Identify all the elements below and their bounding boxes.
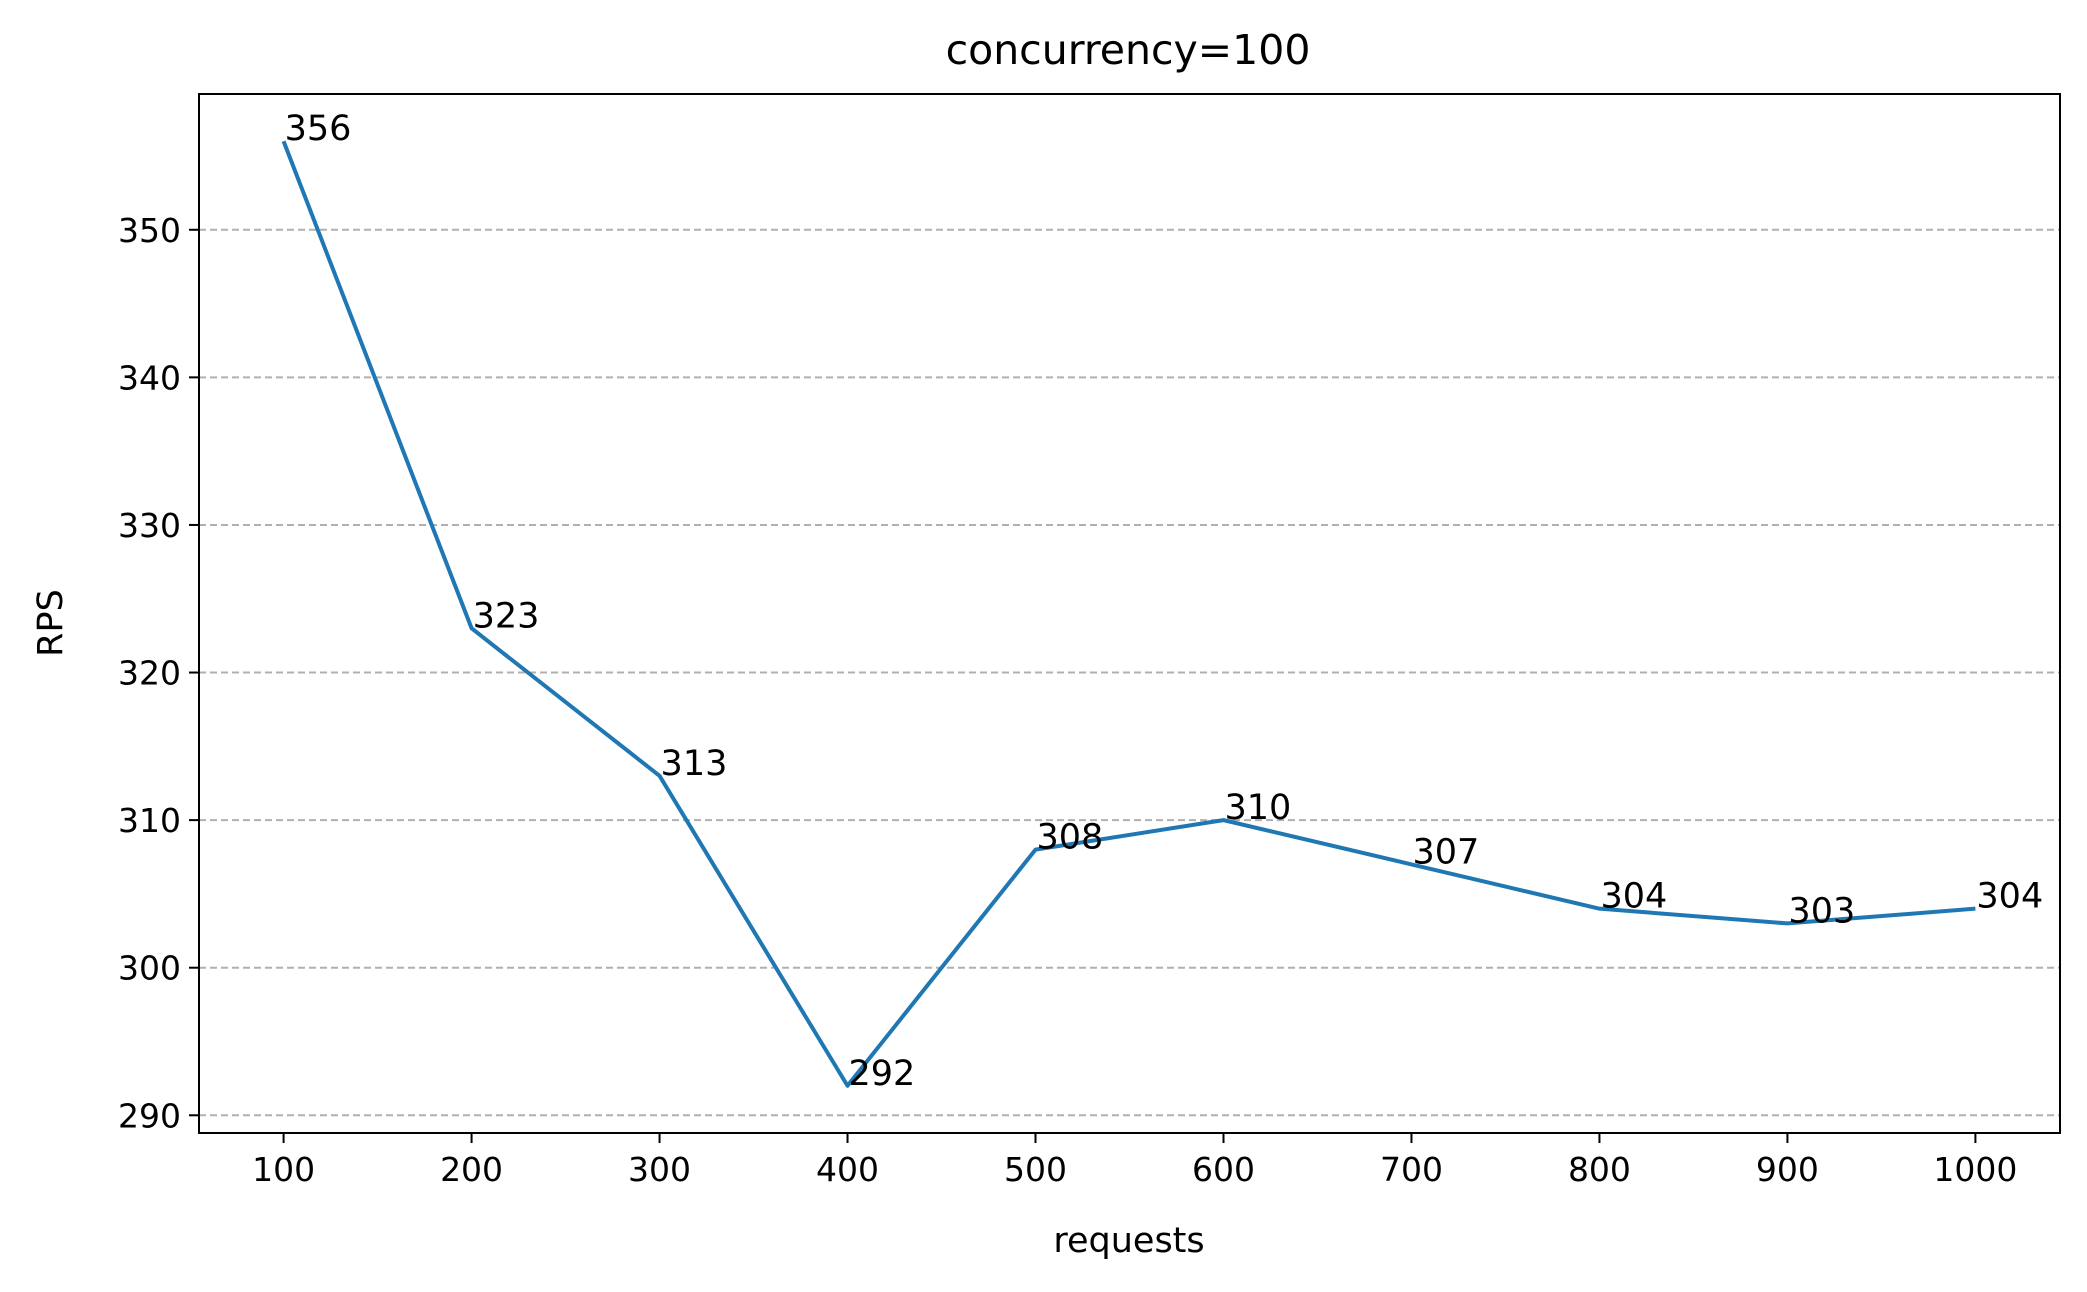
data-label-6: 307 [1412,832,1479,872]
data-label-3: 292 [849,1054,916,1094]
x-tick-label-4: 500 [1004,1150,1067,1189]
data-label-5: 310 [1224,788,1291,828]
y-tick-label-5: 340 [118,358,181,397]
x-tick-label-8: 900 [1756,1150,1819,1189]
x-tick-label-7: 800 [1568,1150,1631,1189]
x-tick-label-9: 1000 [1933,1150,2017,1189]
y-axis-label: RPS [31,589,71,657]
y-tick-label-6: 350 [118,211,181,250]
y-tick-label-3: 320 [118,654,181,693]
data-label-1: 323 [473,596,540,636]
gridlines [199,228,2060,1117]
y-tick-label-2: 310 [118,801,181,840]
x-axis-label: requests [1053,1221,1204,1261]
chart-title: concurrency=100 [946,26,1311,74]
data-label-0: 356 [285,109,352,149]
x-tick-label-5: 600 [1192,1150,1255,1189]
data-labels: 356 323 313 292 308 310 307 304 303 304 [285,109,2044,1094]
x-tick-label-3: 400 [816,1150,879,1189]
data-label-7: 304 [1600,877,1667,917]
x-axis-ticks: 100 200 300 400 500 600 700 800 900 1000 [252,1133,2017,1189]
data-label-9: 304 [1976,877,2043,917]
data-label-2: 313 [661,744,728,784]
x-tick-label-0: 100 [252,1150,315,1189]
y-tick-label-0: 290 [118,1096,181,1135]
y-tick-label-4: 330 [118,506,181,545]
plot-frame [198,93,2061,1134]
y-tick-label-1: 300 [118,949,181,988]
data-label-4: 308 [1037,818,1104,858]
series-line [281,140,1976,1088]
y-axis-ticks: 290 300 310 320 330 340 350 [118,211,199,1135]
x-tick-label-6: 700 [1380,1150,1443,1189]
data-label-8: 303 [1788,891,1855,931]
x-tick-label-2: 300 [628,1150,691,1189]
x-tick-label-1: 200 [440,1150,503,1189]
